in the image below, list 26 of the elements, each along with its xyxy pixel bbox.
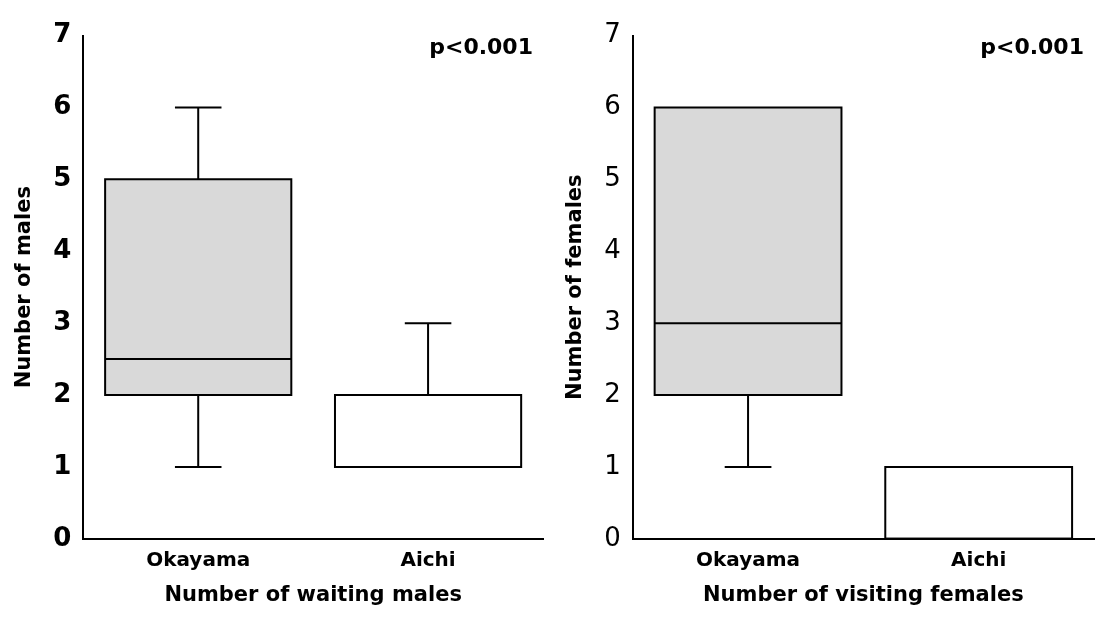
y-tick-label: 0 (53, 521, 72, 552)
annotation: p<0.001 (980, 34, 1084, 60)
y-tick-label: 7 (53, 18, 72, 49)
y-tick-label: 2 (53, 377, 72, 408)
y-tick-label: 1 (53, 449, 72, 480)
y-tick-label: 1 (604, 449, 621, 480)
x-axis-title: Number of visiting females (703, 581, 1024, 606)
x-tick-label: Aichi (951, 547, 1007, 571)
y-axis-title: Number of males (11, 186, 36, 389)
y-tick-label: 2 (604, 377, 621, 408)
y-tick-label: 5 (53, 162, 72, 193)
x-axis-title: Number of waiting males (164, 581, 462, 606)
y-tick-label: 6 (604, 90, 621, 121)
x-tick-label: Okayama (146, 547, 251, 571)
y-tick-label: 4 (53, 234, 72, 265)
y-tick-label: 6 (53, 90, 72, 121)
y-tick-label: 7 (604, 18, 621, 49)
y-tick-label: 3 (604, 305, 621, 336)
x-tick-label: Okayama (696, 547, 801, 571)
annotation: p<0.001 (429, 34, 533, 60)
y-axis-title: Number of females (562, 174, 587, 400)
x-tick-label: Aichi (400, 547, 456, 571)
y-tick-label: 3 (53, 305, 72, 336)
y-tick-label: 4 (604, 234, 621, 265)
y-tick-label: 0 (604, 521, 621, 552)
y-tick-label: 5 (604, 162, 621, 193)
